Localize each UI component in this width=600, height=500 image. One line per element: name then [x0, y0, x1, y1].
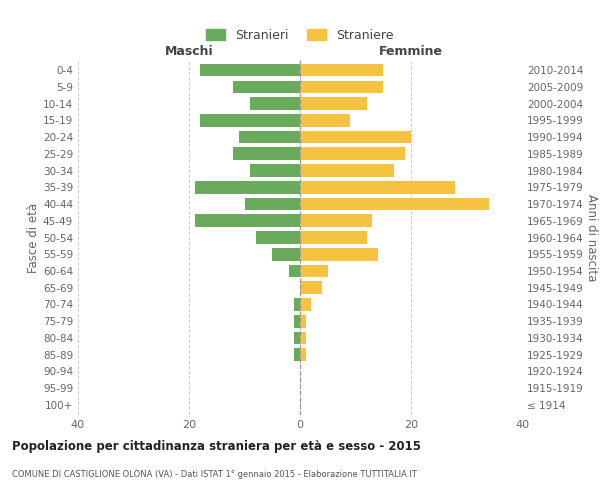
Bar [300, 114, 350, 126]
Bar [300, 282, 322, 294]
Bar [295, 315, 300, 328]
Bar [295, 348, 300, 361]
Bar [200, 64, 300, 76]
Text: Femmine: Femmine [379, 46, 443, 59]
Bar [256, 231, 300, 244]
Bar [233, 148, 300, 160]
Bar [300, 98, 367, 110]
Bar [272, 248, 300, 260]
Bar [300, 214, 372, 227]
Bar [300, 164, 394, 177]
Bar [300, 181, 455, 194]
Legend: Stranieri, Straniere: Stranieri, Straniere [202, 24, 398, 46]
Bar [300, 248, 378, 260]
Bar [295, 332, 300, 344]
Bar [300, 148, 406, 160]
Bar [194, 214, 300, 227]
Bar [300, 332, 305, 344]
Bar [300, 231, 367, 244]
Text: Maschi: Maschi [164, 46, 214, 59]
Bar [239, 130, 300, 143]
Y-axis label: Anni di nascita: Anni di nascita [584, 194, 598, 281]
Bar [300, 198, 489, 210]
Bar [289, 264, 300, 278]
Text: Popolazione per cittadinanza straniera per età e sesso - 2015: Popolazione per cittadinanza straniera p… [12, 440, 421, 453]
Bar [300, 80, 383, 93]
Bar [295, 298, 300, 311]
Bar [200, 114, 300, 126]
Bar [300, 130, 411, 143]
Bar [245, 198, 300, 210]
Bar [300, 64, 383, 76]
Bar [250, 98, 300, 110]
Bar [233, 80, 300, 93]
Bar [300, 264, 328, 278]
Bar [250, 164, 300, 177]
Bar [300, 315, 305, 328]
Bar [300, 298, 311, 311]
Y-axis label: Fasce di età: Fasce di età [27, 202, 40, 272]
Bar [300, 348, 305, 361]
Text: COMUNE DI CASTIGLIONE OLONA (VA) - Dati ISTAT 1° gennaio 2015 - Elaborazione TUT: COMUNE DI CASTIGLIONE OLONA (VA) - Dati … [12, 470, 417, 479]
Bar [194, 181, 300, 194]
